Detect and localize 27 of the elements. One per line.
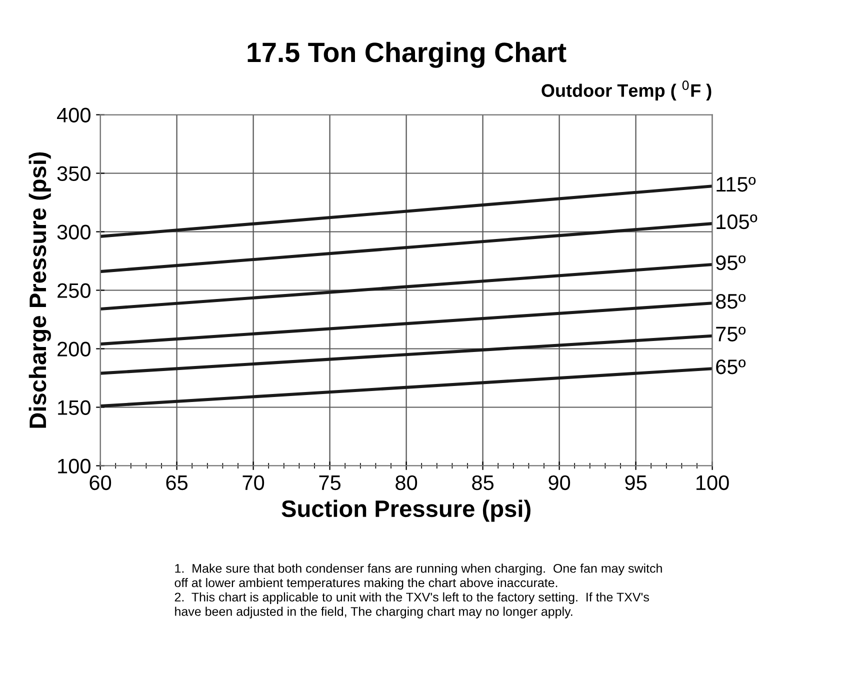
x-tick-label: 70 [242, 475, 264, 490]
series-label: 115º [716, 176, 756, 192]
y-tick-label: 200 [58, 342, 90, 357]
series-label: 95º [716, 255, 746, 270]
x-axis-title: Suction Pressure (psi) [282, 500, 530, 522]
series-label: 105º [716, 214, 758, 230]
y-tick-label: 250 [58, 283, 90, 298]
y-tick-label: 350 [57, 166, 90, 182]
x-tick-label: 100 [696, 475, 729, 490]
x-tick-label: 80 [396, 475, 418, 490]
chart-title: 17.5 Ton Charging Chart [248, 42, 566, 68]
series-label: 85º [716, 294, 746, 309]
y-tick-label: 400 [56, 108, 90, 123]
series-label: 75º [716, 326, 746, 342]
y-axis-title: Discharge Pressure (psi) [28, 152, 51, 428]
x-tick-label: 90 [548, 475, 570, 490]
legend-title: Outdoor Temp ( $^{0}$F ) [542, 80, 712, 101]
series-label: 65º [716, 359, 746, 374]
x-tick-label: 95 [625, 475, 647, 490]
x-tick-label: 65 [166, 475, 188, 490]
text: 1. Make sure that both condenser fans are running when charging. One fan may switch off at lower ambient temperatures making the chart above inaccurate. 2. This chart is applicable to unit with the TXV's left to the factory setting. If the TXV's have been adjusted in the field, The charging chart may no longer apply. [174, 564, 662, 618]
y-tick-label: 300 [57, 224, 90, 240]
y-tick-label: 100 [58, 458, 90, 474]
x-tick-label: 75 [319, 476, 341, 490]
y-tick-label: 150 [58, 400, 90, 416]
x-tick-label: 60 [90, 475, 112, 490]
x-tick-label: 85 [472, 475, 494, 490]
